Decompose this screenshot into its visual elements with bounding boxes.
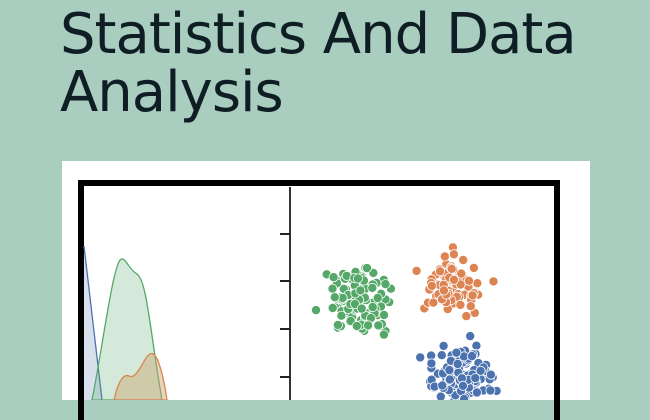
y-axis-ticks [280,233,290,378]
title-line-2: Analysis [60,60,284,125]
scatter-points [310,242,502,400]
chart-frame [78,180,560,420]
title-line-1: Statistics And Data [60,2,577,67]
chart-card [62,161,590,420]
page-title: Statistics And Data Analysis [60,6,577,125]
kde-plot [83,245,168,400]
charts-svg [83,187,502,400]
